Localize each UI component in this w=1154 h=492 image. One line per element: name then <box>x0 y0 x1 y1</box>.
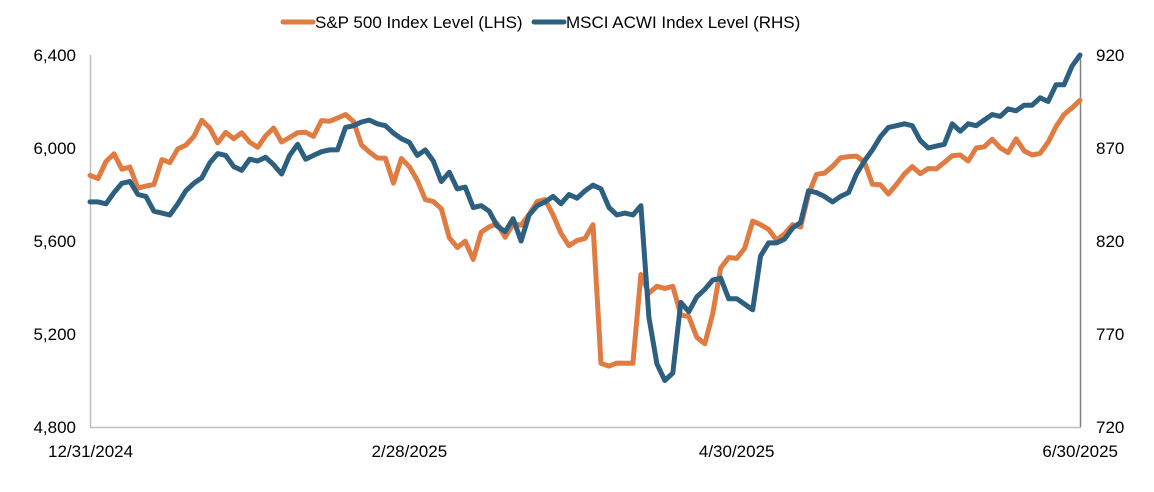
x-tick-label: 6/30/2025 <box>1042 442 1118 461</box>
x-tick-label: 2/28/2025 <box>372 442 448 461</box>
y-right-tick-label: 770 <box>1096 325 1124 344</box>
x-tick-label: 12/31/2024 <box>48 442 133 461</box>
legend: S&P 500 Index Level (LHS) MSCI ACWI Inde… <box>280 13 800 32</box>
y-left-tick-label: 6,400 <box>33 46 76 65</box>
legend-item-sp500: S&P 500 Index Level (LHS) <box>280 13 523 32</box>
x-axis-ticks: 12/31/2024 2/28/2025 4/30/2025 6/30/2025 <box>48 442 1118 461</box>
y-right-tick-label: 920 <box>1096 46 1124 65</box>
y-left-tick-label: 5,600 <box>33 232 76 251</box>
legend-item-msci-acwi: MSCI ACWI Index Level (RHS) <box>531 13 800 32</box>
series-line-sp500 <box>87 97 1083 369</box>
series-layer <box>87 52 1083 383</box>
y-left-tick-label: 6,000 <box>33 139 76 158</box>
y-right-tick-label: 820 <box>1096 232 1124 251</box>
y-axis-left-ticks: 6,400 6,000 5,600 5,200 4,800 <box>33 46 76 437</box>
y-left-tick-label: 5,200 <box>33 325 76 344</box>
x-tick-label: 4/30/2025 <box>699 442 775 461</box>
y-right-tick-label: 870 <box>1096 139 1124 158</box>
y-left-tick-label: 4,800 <box>33 418 76 437</box>
axes <box>89 55 1082 429</box>
series-line-msci-acwi <box>87 52 1083 383</box>
y-axis-right-ticks: 920 870 820 770 720 <box>1096 46 1124 437</box>
y-right-tick-label: 720 <box>1096 418 1124 437</box>
legend-label-sp500: S&P 500 Index Level (LHS) <box>315 13 523 32</box>
legend-label-msci-acwi: MSCI ACWI Index Level (RHS) <box>566 13 800 32</box>
